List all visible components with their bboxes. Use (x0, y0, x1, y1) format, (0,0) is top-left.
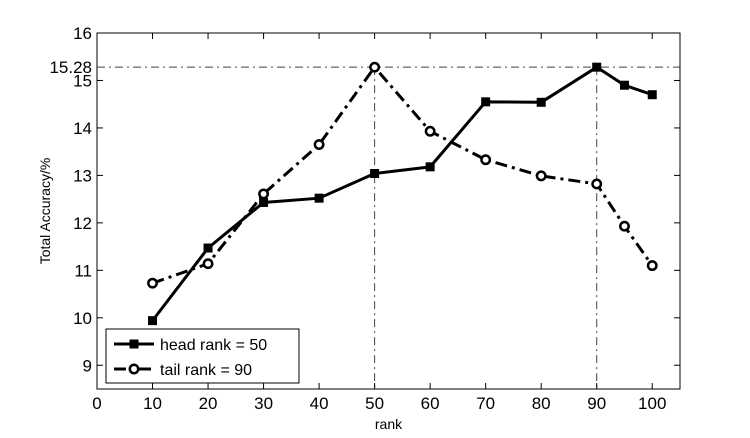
data-point (647, 90, 657, 100)
data-point (313, 139, 325, 150)
legend-entry: tail rank = 90 (160, 362, 252, 379)
reference-lines: 15.28 (49, 58, 680, 389)
data-point (481, 97, 491, 107)
data-point (591, 178, 603, 190)
legend-box (105, 328, 300, 384)
series-line-2 (152, 65, 654, 285)
data-point (536, 97, 546, 107)
data-point (147, 277, 158, 289)
data-point (592, 62, 602, 72)
x-tick-label: 30 (254, 394, 273, 413)
y-axis-label: Total Accuracy/% (37, 158, 53, 265)
y-tick-label: 14 (73, 119, 92, 138)
legend: head rank = 50 tail rank = 90 (105, 328, 300, 384)
axis-ticks: 0 10 20 30 40 50 60 70 80 90 100 9 10 11 12 13 14 15 16 (73, 24, 680, 413)
x-tick-label: 40 (310, 394, 329, 413)
x-tick-label: 70 (476, 394, 495, 413)
y-tick-label: 13 (73, 166, 92, 185)
x-tick-label: 0 (92, 394, 101, 413)
y-tick-label: 12 (73, 214, 92, 233)
y-tick-label: 15 (73, 71, 92, 90)
x-tick-label: 10 (143, 394, 162, 413)
legend-marker (129, 339, 139, 349)
data-point (314, 193, 324, 203)
x-axis-label: rank (375, 416, 403, 432)
legend-marker (128, 363, 140, 375)
hline-reference-label: 15.28 (49, 58, 92, 77)
series-line-1 (151, 65, 653, 322)
data-point (148, 316, 158, 326)
y-tick-label: 16 (73, 24, 92, 43)
data-point (619, 220, 630, 232)
data-point (202, 258, 214, 270)
series-layer (147, 61, 658, 326)
data-point (369, 61, 381, 73)
data-point (535, 170, 547, 182)
series-1 (148, 62, 657, 326)
y-tick-label: 11 (74, 261, 92, 280)
data-point (370, 169, 380, 179)
y-tick-label: 9 (83, 356, 92, 375)
x-tick-label: 60 (421, 394, 440, 413)
x-tick-label: 100 (638, 394, 666, 413)
data-point (203, 243, 213, 253)
data-point (646, 260, 658, 272)
plot-frame (96, 32, 681, 390)
data-point (425, 162, 435, 172)
legend-entry: head rank = 50 (160, 337, 267, 354)
data-point (259, 197, 269, 207)
x-tick-label: 20 (199, 394, 218, 413)
series-2 (147, 61, 658, 289)
x-tick-label: 50 (365, 394, 384, 413)
y-tick-label: 10 (73, 309, 92, 328)
data-point (480, 154, 492, 166)
data-point (258, 188, 270, 200)
data-point (424, 125, 436, 137)
x-tick-label: 80 (532, 394, 551, 413)
x-tick-label: 90 (587, 394, 606, 413)
data-point (619, 80, 629, 90)
